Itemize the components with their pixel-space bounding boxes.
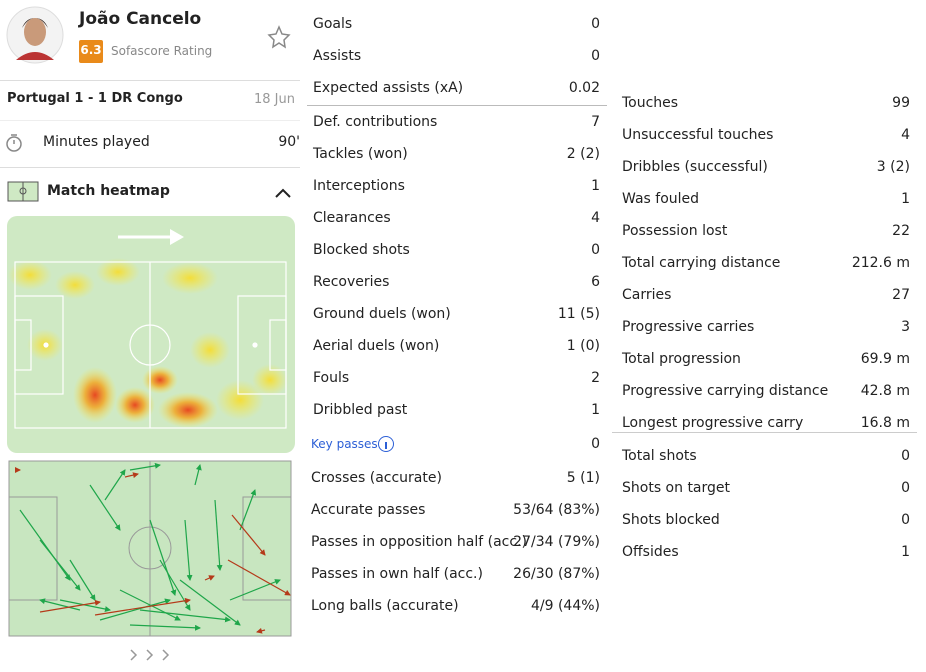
stat-label: Clearances — [313, 210, 391, 226]
stat-value: 69.9 m — [860, 351, 910, 367]
stat-label: Was fouled — [622, 191, 700, 207]
stat-label: Tackles (won) — [313, 146, 408, 162]
stat-label: Dribbles (successful) — [622, 159, 768, 175]
stat-value: 2 (2) — [566, 146, 600, 162]
stat-value: 26/30 (87%) — [513, 566, 600, 582]
stat-label: Touches — [622, 95, 679, 111]
divider — [0, 120, 300, 121]
stat-value: 4 — [901, 127, 910, 143]
collapse-caret[interactable] — [275, 188, 291, 198]
stat-label: Dribbled past — [313, 402, 408, 418]
stat-value: 0 — [901, 448, 910, 464]
stat-value: 3 — [901, 319, 910, 335]
stat-value: 27/34 (79%) — [513, 534, 600, 550]
stat-label: Longest progressive carry — [622, 415, 804, 431]
stat-value: 11 (5) — [557, 306, 600, 322]
minutes-value: 90' — [278, 134, 300, 150]
stat-value: 4/9 (44%) — [530, 598, 600, 614]
info-icon[interactable] — [378, 436, 394, 452]
key-passes-value: 0 — [591, 436, 600, 452]
stat-label: Recoveries — [313, 274, 390, 290]
stat-value: 3 (2) — [876, 159, 910, 175]
stat-value: 5 (1) — [566, 470, 600, 486]
divider — [612, 432, 917, 433]
stat-value: 42.8 m — [860, 383, 910, 399]
unsuccessful-pass-arrows — [15, 467, 291, 634]
stat-value: 212.6 m — [851, 255, 910, 271]
stat-value: 0 — [591, 16, 600, 32]
stat-label: Fouls — [313, 370, 350, 386]
stat-label: Def. contributions — [313, 114, 438, 130]
rating-badge — [79, 40, 103, 63]
stat-value: 1 — [591, 178, 600, 194]
stat-value: 7 — [591, 114, 600, 130]
stat-value: 0 — [591, 48, 600, 64]
stat-value: 0 — [901, 512, 910, 528]
rating-label: Sofascore Rating — [111, 44, 213, 58]
stat-label: Unsuccessful touches — [622, 127, 774, 143]
stat-label: Total carrying distance — [622, 255, 781, 271]
stat-value: 4 — [591, 210, 600, 226]
player-name: João Cancelo — [79, 9, 202, 29]
stat-value: 6 — [591, 274, 600, 290]
heat-blobs — [8, 258, 288, 428]
stat-label: Total shots — [622, 448, 697, 464]
stat-label: Passes in own half (acc.) — [311, 566, 483, 582]
avatar-hair — [22, 18, 48, 28]
stat-value: 1 — [591, 402, 600, 418]
stat-label: Expected assists (xA) — [313, 80, 464, 96]
key-passes-label[interactable]: Key passes — [311, 437, 378, 451]
stat-label: Goals — [313, 16, 353, 32]
divider — [0, 167, 300, 168]
favorite-star[interactable] — [267, 25, 291, 49]
stat-label: Offsides — [622, 544, 679, 560]
rating-value: 6.3 — [80, 43, 102, 57]
stat-value: 0 — [591, 242, 600, 258]
stat-label: Progressive carrying distance — [622, 383, 829, 399]
match-date: 18 Jun — [254, 92, 295, 107]
divider — [307, 105, 607, 106]
avatar-shirt — [16, 52, 54, 60]
stat-value: 53/64 (83%) — [513, 502, 600, 518]
stat-label: Shots blocked — [622, 512, 720, 528]
stat-label: Shots on target — [622, 480, 731, 496]
stat-label: Possession lost — [622, 223, 728, 239]
heatmap-pitch-lines — [14, 261, 287, 429]
stat-label: Blocked shots — [313, 242, 410, 258]
minutes-label: Minutes played — [43, 134, 150, 150]
match-title[interactable]: Portugal 1 - 1 DR Congo — [7, 91, 183, 106]
stat-value: 1 (0) — [566, 338, 600, 354]
left-panel-graphics — [0, 6, 300, 661]
stat-value: 99 — [892, 95, 910, 111]
stat-label: Aerial duels (won) — [313, 338, 440, 354]
avatar-face — [24, 18, 46, 46]
pass-arrows — [19, 462, 281, 631]
pagination-arrows[interactable] — [130, 649, 170, 661]
divider — [0, 80, 300, 81]
stat-label: Assists — [313, 48, 362, 64]
stat-value: 16.8 m — [860, 415, 910, 431]
stat-label: Carries — [622, 287, 672, 303]
stat-label: Passes in opposition half (acc.) — [311, 534, 527, 550]
stopwatch-icon — [6, 136, 22, 152]
stat-value: 0 — [901, 480, 910, 496]
heatmap-title: Match heatmap — [47, 183, 170, 199]
stat-label: Interceptions — [313, 178, 405, 194]
stat-value: 1 — [901, 191, 910, 207]
stat-label: Long balls (accurate) — [311, 598, 459, 614]
stat-value: 0.02 — [568, 80, 600, 96]
stat-value: 1 — [901, 544, 910, 560]
stat-value: 27 — [892, 287, 910, 303]
stat-label: Progressive carries — [622, 319, 755, 335]
stat-value: 22 — [892, 223, 910, 239]
stat-label: Crosses (accurate) — [311, 470, 442, 486]
stat-value: 2 — [591, 370, 600, 386]
stat-label: Ground duels (won) — [313, 306, 451, 322]
stat-label: Accurate passes — [311, 502, 426, 518]
stat-label: Total progression — [622, 351, 741, 367]
